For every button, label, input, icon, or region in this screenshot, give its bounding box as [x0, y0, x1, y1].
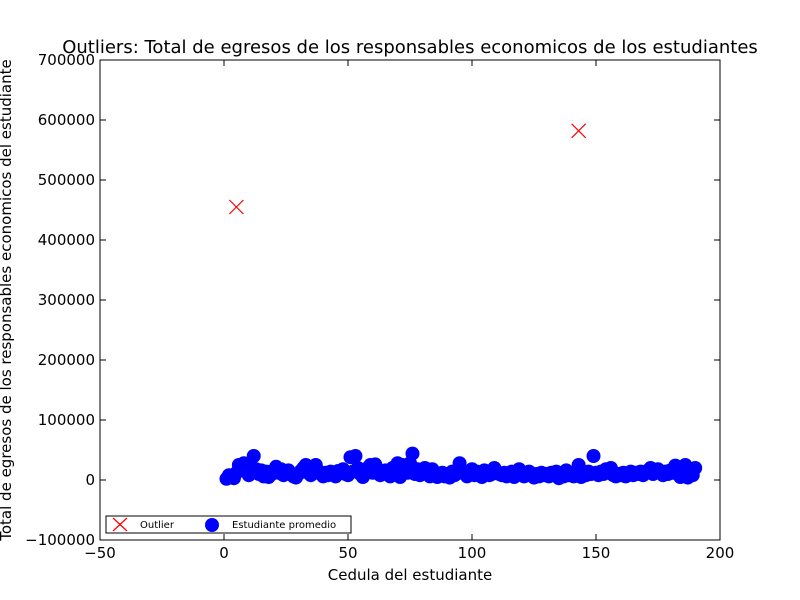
data-point — [348, 449, 363, 463]
outlier-series — [228, 123, 587, 215]
data-point — [586, 449, 601, 463]
y-tick-label: 600000 — [38, 111, 95, 129]
legend-item-outlier: Outlier — [112, 517, 175, 532]
legend-box — [105, 515, 352, 534]
legend-item-estudiante-promedio: Estudiante promedio — [205, 518, 336, 532]
y-tick-label: −100000 — [25, 531, 95, 549]
estudiante-promedio-series — [219, 446, 703, 486]
legend-outlier-marker-2 — [112, 517, 128, 532]
legend-outlier-label: Outlier — [140, 520, 175, 531]
data-point — [246, 449, 261, 463]
chart-title: Outliers: Total de egresos de los respon… — [62, 37, 758, 58]
outlier-point — [228, 199, 244, 215]
legend-dot-label: Estudiante promedio — [232, 520, 336, 531]
y-tick-label: 300000 — [38, 291, 95, 309]
y-tick-label: 500000 — [38, 171, 95, 189]
outlier-point — [571, 123, 587, 139]
data-point — [405, 446, 420, 461]
legend-dot-marker — [205, 518, 219, 532]
data-point — [688, 461, 703, 475]
x-tick-label: 200 — [706, 544, 735, 562]
x-axis-label: Cedula del estudiante — [328, 566, 492, 584]
plot-area — [99, 59, 721, 541]
y-tick-label: 200000 — [38, 351, 95, 369]
x-tick-label: 150 — [582, 544, 611, 562]
y-tick-label: 100000 — [38, 411, 95, 429]
y-tick-label: 700000 — [38, 51, 95, 69]
x-tick-label: −50 — [84, 544, 116, 562]
y-tick-label: 400000 — [38, 231, 95, 249]
x-axis: −50 0 50 100 150 200 — [84, 60, 734, 562]
legend: Outlier Estudiante promedio — [105, 515, 352, 534]
y-axis: −100000 0 100000 200000 300000 400000 500000 60… — [25, 51, 720, 549]
y-tick-label: 0 — [85, 471, 95, 489]
x-tick-label: 100 — [458, 544, 487, 562]
x-tick-label: 0 — [219, 544, 229, 562]
x-tick-label: 50 — [338, 544, 357, 562]
y-axis-label: Total de egresos de los responsables eco… — [0, 59, 15, 542]
